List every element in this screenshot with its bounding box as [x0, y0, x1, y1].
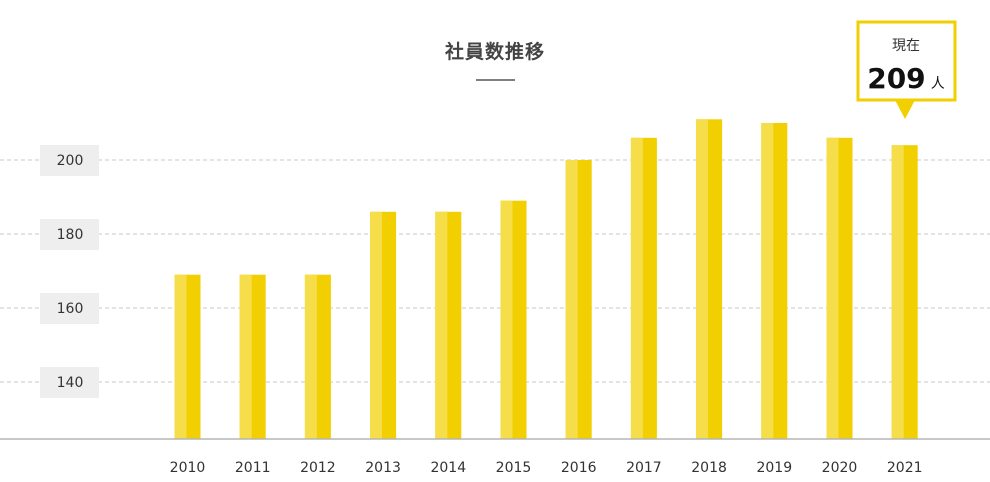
chart-title: 社員数推移 — [444, 40, 545, 63]
current-count-callout: 現在 209 人 — [856, 20, 957, 119]
bar-highlight — [826, 137, 839, 440]
bar-2017 — [630, 137, 657, 440]
bar-2019 — [761, 123, 788, 439]
callout-pointer — [895, 100, 915, 119]
x-tick-label: 2021 — [887, 460, 923, 476]
bar-2013 — [370, 211, 397, 439]
x-tick-label: 2012 — [300, 460, 336, 476]
bar-2016 — [565, 160, 592, 439]
y-tick-label: 180 — [57, 227, 84, 243]
y-tick-label: 160 — [57, 301, 84, 317]
x-tick-label: 2017 — [626, 460, 662, 476]
x-tick-label: 2013 — [365, 460, 401, 476]
bar-highlight — [761, 123, 774, 439]
bar-highlight — [304, 274, 317, 439]
x-tick-label: 2016 — [561, 460, 597, 476]
bar-2012 — [304, 274, 331, 439]
x-tick-label: 2019 — [756, 460, 792, 476]
y-tick-background — [40, 219, 99, 250]
bar-2020 — [826, 137, 853, 440]
callout-unit: 人 — [931, 76, 945, 92]
x-tick-label: 2018 — [691, 460, 727, 476]
bar-highlight — [500, 200, 513, 439]
x-axis-labels: 2010 2011 2012 2013 2014 2015 2016 2017 2018 2019… — [170, 460, 923, 476]
callout-label: 現在 — [892, 38, 920, 54]
y-tick-label: 200 — [57, 153, 84, 169]
bar-2011 — [239, 274, 266, 439]
gridlines — [0, 159, 990, 383]
x-tick-label: 2010 — [170, 460, 206, 476]
bar-highlight — [435, 211, 448, 439]
bar-2014 — [435, 211, 462, 439]
y-tick-background — [40, 293, 99, 324]
bar-highlight — [174, 274, 187, 439]
bar-2018 — [696, 119, 723, 440]
callout-value: 209 — [867, 62, 925, 95]
bar-2021 — [891, 145, 918, 439]
x-tick-label: 2020 — [822, 460, 858, 476]
bar-2015 — [500, 200, 527, 439]
y-axis-ticks: 200 180 160 140 — [40, 145, 99, 398]
bar-highlight — [565, 160, 578, 439]
bar-highlight — [239, 274, 252, 439]
y-tick-label: 140 — [57, 375, 84, 391]
bar-highlight — [696, 119, 709, 440]
bar-2010 — [174, 274, 201, 439]
bar-highlight — [370, 211, 383, 439]
y-tick-background — [40, 367, 99, 398]
x-tick-label: 2011 — [235, 460, 271, 476]
bar-highlight — [891, 145, 904, 439]
bars — [174, 119, 918, 440]
callout-value-line: 209 人 — [867, 62, 945, 95]
bar-highlight — [630, 137, 643, 440]
x-tick-label: 2015 — [496, 460, 532, 476]
x-tick-label: 2014 — [430, 460, 466, 476]
y-tick-background — [40, 145, 99, 176]
